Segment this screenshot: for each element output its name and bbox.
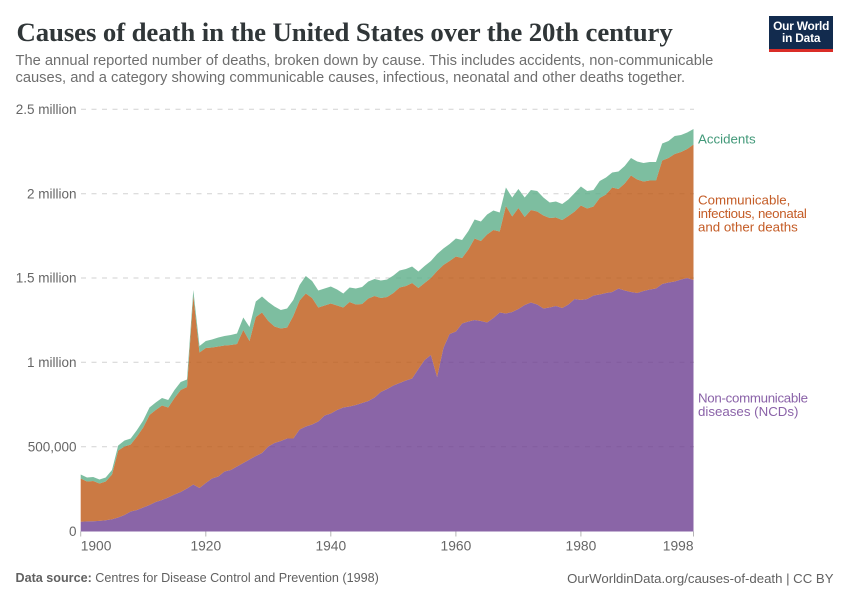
svg-text:0: 0 (69, 524, 77, 539)
svg-text:Accidents: Accidents (698, 132, 756, 147)
svg-text:Communicable,: Communicable, (698, 192, 790, 207)
svg-text:1.5 million: 1.5 million (16, 271, 77, 286)
svg-text:1 million: 1 million (27, 355, 77, 370)
svg-text:Non-communicable: Non-communicable (698, 390, 808, 405)
svg-text:2 million: 2 million (27, 186, 77, 201)
svg-text:1940: 1940 (315, 539, 346, 554)
svg-text:1920: 1920 (190, 539, 221, 554)
svg-text:500,000: 500,000 (28, 439, 77, 454)
svg-text:and other deaths: and other deaths (698, 220, 798, 235)
svg-text:1980: 1980 (566, 539, 597, 554)
svg-text:1998: 1998 (663, 539, 694, 554)
svg-text:diseases (NCDs): diseases (NCDs) (698, 404, 799, 419)
svg-text:2.5 million: 2.5 million (16, 102, 77, 117)
svg-text:infectious, neonatal: infectious, neonatal (698, 206, 807, 221)
svg-text:1960: 1960 (441, 539, 472, 554)
svg-text:1900: 1900 (81, 539, 112, 554)
